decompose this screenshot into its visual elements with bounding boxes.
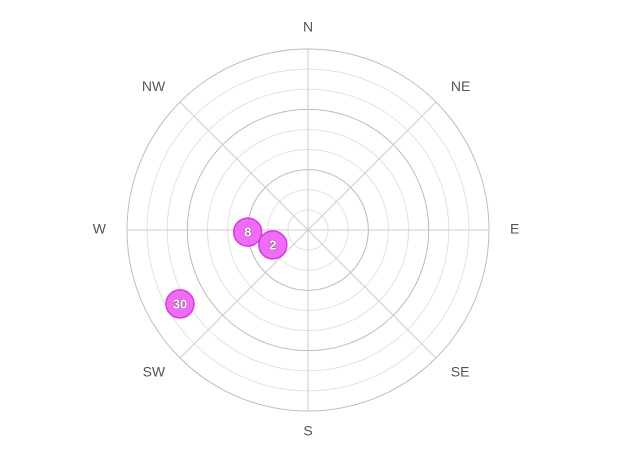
- spoke: [307, 229, 437, 359]
- direction-label: SW: [143, 364, 166, 380]
- point: [258, 230, 288, 260]
- direction-label: NE: [451, 78, 470, 94]
- spoke: [179, 229, 309, 359]
- point: [232, 217, 263, 247]
- pt-label: 2: [269, 237, 276, 252]
- direction-label: N: [303, 19, 313, 35]
- pt-label: 30: [173, 296, 187, 311]
- point: [165, 289, 195, 319]
- spoke: [307, 101, 437, 231]
- pt-label: 8: [244, 225, 251, 240]
- direction-label: E: [510, 221, 519, 237]
- spoke: [179, 101, 309, 231]
- direction-label: SE: [451, 364, 470, 380]
- direction-label: S: [303, 423, 312, 439]
- direction-label: W: [93, 221, 107, 237]
- direction-label: NW: [142, 78, 166, 94]
